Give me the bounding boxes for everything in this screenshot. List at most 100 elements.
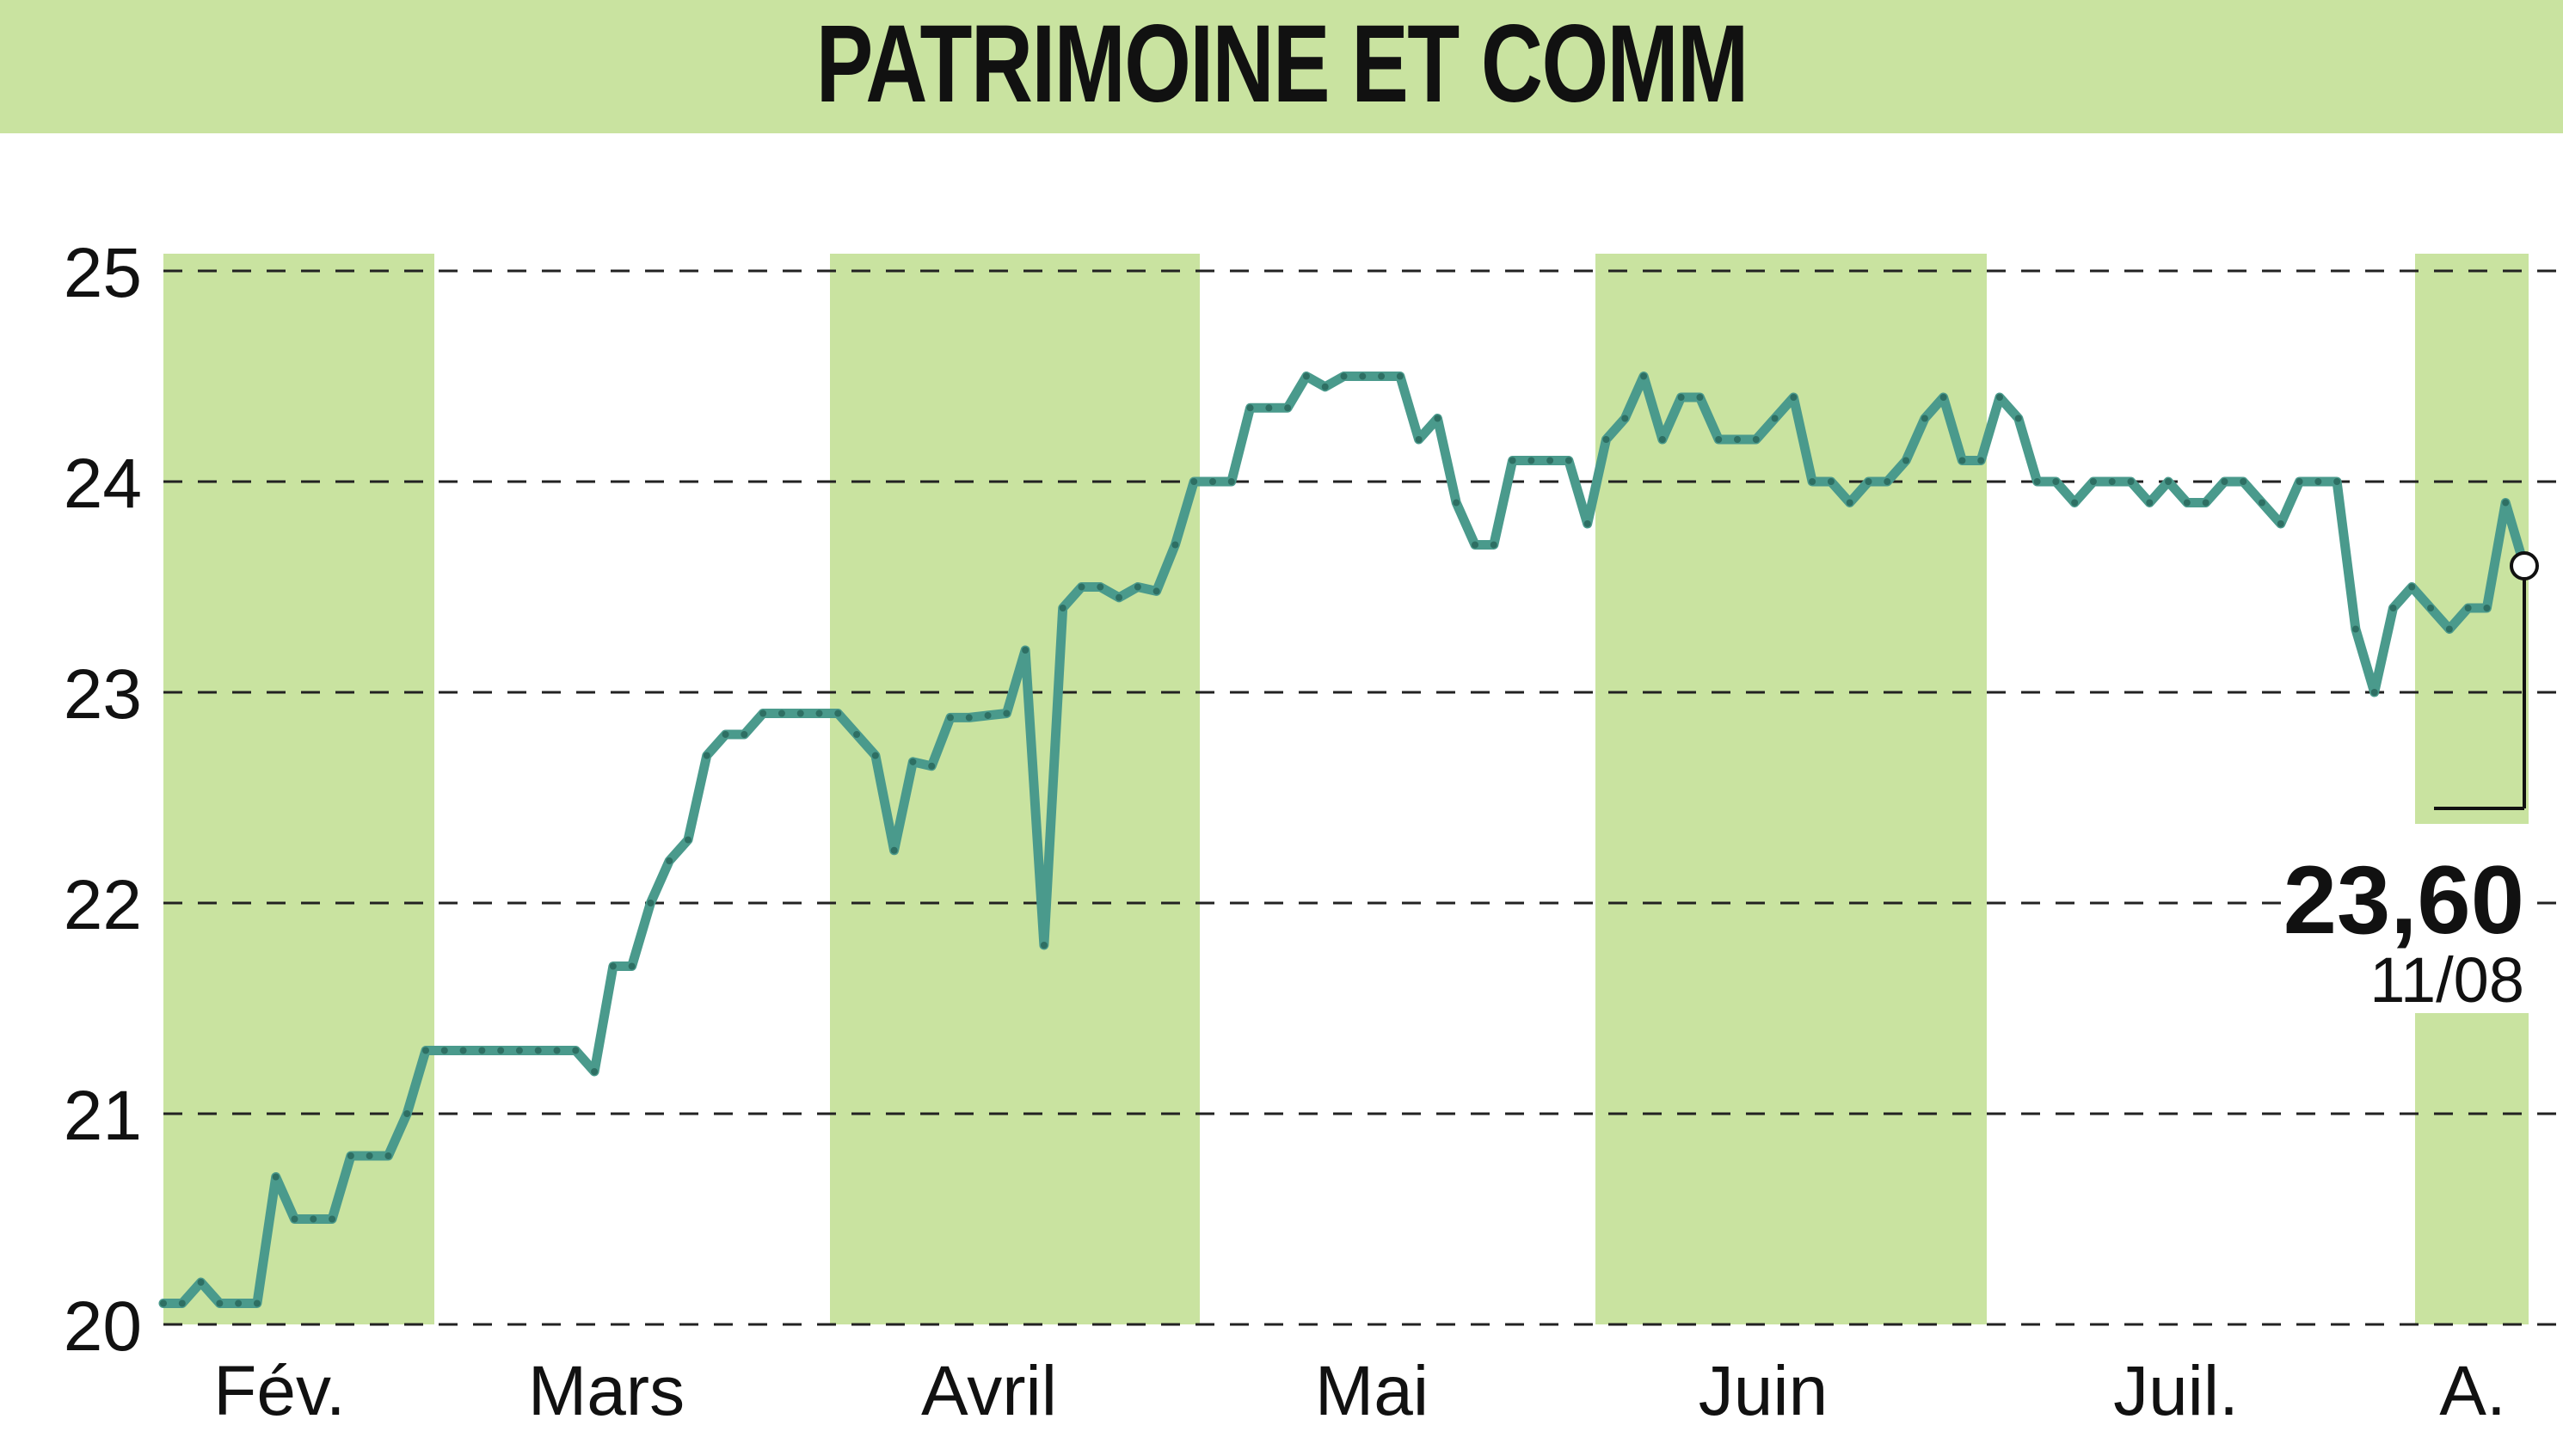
data-point <box>984 711 992 719</box>
data-point <box>815 710 823 717</box>
data-point <box>1752 436 1760 443</box>
data-point <box>178 1299 186 1307</box>
data-point <box>2014 415 2022 422</box>
data-point <box>1472 541 1478 549</box>
data-point <box>1059 605 1066 611</box>
data-point <box>2259 499 2265 507</box>
data-point <box>834 710 842 717</box>
data-point <box>1265 404 1273 412</box>
data-point <box>1809 478 1816 485</box>
data-point <box>1977 457 1985 464</box>
data-point <box>647 900 655 906</box>
data-point <box>1022 647 1030 654</box>
data-point <box>534 1047 542 1054</box>
data-point <box>1078 583 1085 591</box>
data-point <box>347 1152 354 1159</box>
data-point <box>1097 583 1104 591</box>
data-point <box>440 1047 448 1054</box>
last-value-box <box>2283 824 2529 1013</box>
data-point <box>2071 499 2079 507</box>
data-point <box>553 1047 561 1054</box>
data-point <box>1190 478 1198 485</box>
x-tick-label: Avril <box>921 1352 1057 1430</box>
data-point <box>1658 436 1666 443</box>
data-point <box>2165 478 2173 485</box>
data-point <box>909 758 917 765</box>
x-axis-ticks: Fév. Mars Avril Mai Juin Juil. A. <box>213 1352 2505 1430</box>
data-point <box>384 1152 392 1159</box>
data-point <box>310 1215 317 1223</box>
gridlines <box>163 269 2563 1326</box>
data-point <box>366 1152 373 1159</box>
x-tick-label: Fév. <box>213 1352 345 1430</box>
data-point <box>2370 689 2378 696</box>
data-point <box>291 1215 298 1223</box>
data-point <box>1490 541 1497 549</box>
data-point <box>216 1299 224 1307</box>
data-point <box>272 1173 280 1181</box>
data-point <box>2183 499 2191 507</box>
data-point <box>628 962 636 970</box>
data-point <box>928 762 936 770</box>
data-point <box>1865 478 1872 485</box>
data-point <box>1715 436 1723 443</box>
chart-header: PATRIMOINE ET COMM <box>0 0 2563 133</box>
data-point <box>422 1047 429 1054</box>
data-point <box>403 1110 411 1117</box>
data-point <box>1583 520 1591 527</box>
data-point <box>796 710 804 717</box>
y-axis-ticks: 20 21 22 23 24 25 <box>64 234 142 1366</box>
data-point <box>1846 499 1853 507</box>
x-tick-label: Mars <box>528 1352 685 1430</box>
data-point <box>515 1047 523 1054</box>
data-point <box>2389 605 2397 611</box>
data-point <box>1116 593 1123 601</box>
y-tick-label: 22 <box>64 866 142 944</box>
month-band <box>830 254 1200 1324</box>
data-point <box>2146 499 2154 507</box>
data-point <box>1415 436 1423 443</box>
data-point <box>1564 457 1572 464</box>
data-point <box>1790 394 1798 401</box>
data-point <box>2464 605 2472 611</box>
data-point <box>2202 499 2210 507</box>
data-point <box>1939 394 1947 401</box>
data-point <box>160 1299 167 1307</box>
data-point <box>947 714 954 722</box>
data-point <box>1509 457 1516 464</box>
data-point <box>1246 404 1254 412</box>
data-point <box>1996 394 2003 401</box>
data-point <box>1734 436 1741 443</box>
data-point <box>235 1299 243 1307</box>
series-line <box>158 372 2529 1308</box>
y-tick-label: 20 <box>64 1287 142 1366</box>
data-point <box>1602 436 1610 443</box>
data-point <box>329 1215 336 1223</box>
data-point <box>1359 372 1367 380</box>
data-point <box>2052 478 2060 485</box>
x-tick-label: Mai <box>1315 1352 1429 1430</box>
data-point <box>1152 587 1160 595</box>
data-point <box>572 1047 580 1054</box>
data-point <box>2408 583 2416 591</box>
data-point <box>1040 942 1048 949</box>
data-point <box>1884 478 1891 485</box>
data-point <box>1546 457 1554 464</box>
data-point <box>741 731 748 738</box>
data-point <box>1921 415 1928 422</box>
data-point <box>2221 478 2228 485</box>
last-value-label: 23,60 <box>2283 846 2524 954</box>
data-point <box>459 1047 467 1054</box>
data-point <box>1340 372 1348 380</box>
data-point <box>2351 625 2359 633</box>
data-point <box>591 1068 599 1075</box>
data-point <box>1677 394 1685 401</box>
y-tick-label: 24 <box>64 445 142 523</box>
data-point <box>253 1299 261 1307</box>
data-point <box>1134 583 1141 591</box>
data-point <box>2445 625 2453 633</box>
data-point <box>2127 478 2135 485</box>
data-point <box>1902 457 1910 464</box>
y-tick-label: 21 <box>64 1077 142 1155</box>
